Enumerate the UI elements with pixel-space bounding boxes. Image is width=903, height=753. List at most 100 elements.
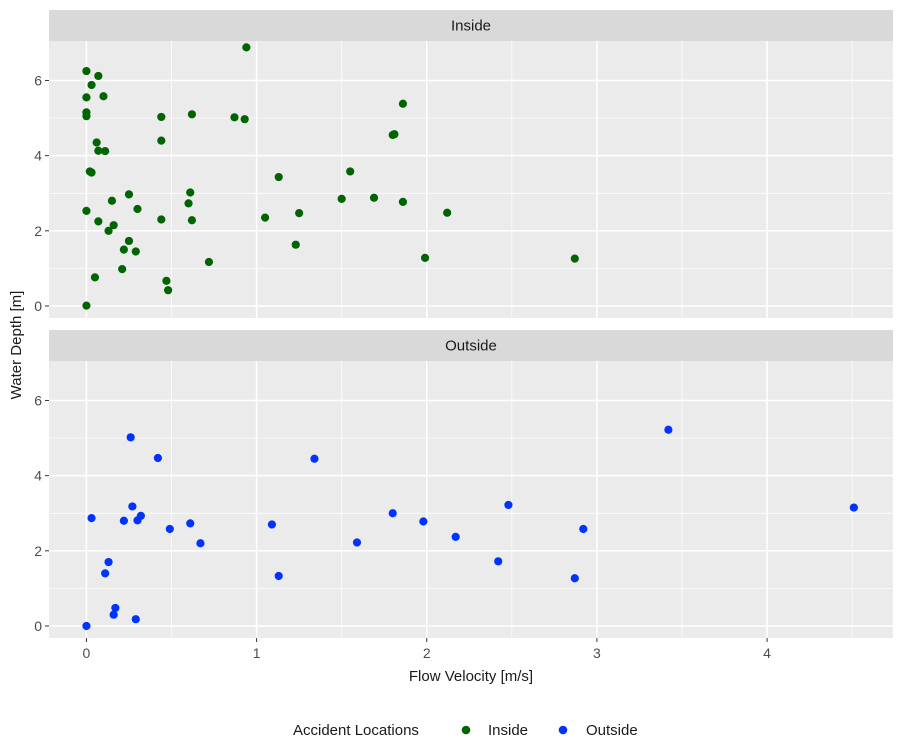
y-tick-label: 4 <box>34 468 42 484</box>
data-point-inside <box>94 146 103 155</box>
data-point-inside <box>87 80 96 90</box>
facet-strip <box>49 330 893 361</box>
data-point-inside <box>107 196 117 205</box>
x-tick-label: 3 <box>593 645 601 661</box>
facet-strip-label: Inside <box>451 18 491 35</box>
data-point-inside <box>82 206 91 215</box>
data-point-inside <box>82 66 91 76</box>
data-point-inside <box>187 110 197 119</box>
data-point-inside <box>82 301 91 310</box>
data-point-outside <box>849 503 858 512</box>
data-point-inside <box>570 254 579 263</box>
data-point-outside <box>196 539 205 548</box>
facet-strip <box>49 10 893 41</box>
data-point-inside <box>420 253 430 262</box>
data-point-inside <box>133 204 142 214</box>
data-point-inside <box>162 276 171 285</box>
y-tick-label: 6 <box>34 392 42 408</box>
data-point-inside <box>164 286 173 295</box>
data-point-inside <box>157 112 166 122</box>
data-point-inside <box>242 43 251 52</box>
y-tick-label: 0 <box>34 298 42 314</box>
data-point-outside <box>82 621 91 631</box>
data-point-outside <box>419 517 428 526</box>
legend-key-outside <box>558 725 568 735</box>
facet-panel-outside: Outside 0 2 4 6 0 1 2 3 4 <box>34 330 893 661</box>
data-point-inside <box>82 112 91 121</box>
data-point-outside <box>126 433 135 442</box>
y-tick-label: 4 <box>34 148 42 164</box>
data-point-inside <box>92 138 101 147</box>
data-point-inside <box>87 168 96 177</box>
data-point-outside <box>494 557 503 566</box>
y-tick-label: 6 <box>34 72 42 88</box>
legend-label-outside: Outside <box>586 722 638 739</box>
legend-label-inside: Inside <box>488 722 528 739</box>
data-point-inside <box>157 215 166 224</box>
data-point-outside <box>451 532 460 541</box>
data-point-inside <box>124 190 134 199</box>
data-point-outside <box>186 519 195 528</box>
data-point-inside <box>274 172 283 182</box>
data-point-inside <box>94 71 103 81</box>
data-point-outside <box>267 520 277 529</box>
data-point-outside <box>664 425 673 434</box>
legend-title: Accident Locations <box>293 722 419 739</box>
data-point-inside <box>184 199 193 208</box>
panel-background <box>49 361 893 638</box>
data-point-outside <box>87 514 96 523</box>
facet-strip-label: Outside <box>445 338 497 355</box>
data-point-inside <box>131 247 140 256</box>
panel-background <box>49 41 893 318</box>
data-point-inside <box>204 257 214 267</box>
x-tick-label: 4 <box>763 645 771 661</box>
data-point-inside <box>118 265 127 274</box>
data-point-inside <box>398 99 408 108</box>
data-point-outside <box>504 500 513 510</box>
data-point-inside <box>157 136 166 145</box>
facet-panel-inside: Inside 0 2 4 6 <box>34 10 893 318</box>
data-point-inside <box>337 194 346 203</box>
y-axis-title: Water Depth [m] <box>8 291 25 400</box>
data-point-outside <box>111 603 120 613</box>
data-point-inside <box>101 147 110 156</box>
facet-panels: Inside 0 2 4 6 Outside 0 2 4 6 0 1 2 3 4 <box>34 10 893 661</box>
data-point-outside <box>388 509 397 518</box>
y-tick-label: 2 <box>34 223 42 239</box>
data-point-outside <box>131 615 140 624</box>
data-point-inside <box>295 209 304 218</box>
data-point-outside <box>109 610 118 619</box>
x-tick-label: 1 <box>253 645 261 661</box>
data-point-inside <box>346 167 355 176</box>
data-point-inside <box>398 197 408 206</box>
data-point-outside <box>136 511 145 520</box>
x-axis-title: Flow Velocity [m/s] <box>409 668 533 685</box>
data-point-outside <box>104 557 113 567</box>
legend-key-inside <box>461 725 471 735</box>
data-point-inside <box>104 226 113 235</box>
data-point-outside <box>165 524 174 534</box>
data-point-inside <box>230 113 239 122</box>
data-point-outside <box>579 524 588 534</box>
data-point-inside <box>99 92 108 101</box>
data-point-inside <box>90 273 100 282</box>
data-point-outside <box>128 502 137 511</box>
data-point-inside <box>369 193 379 202</box>
data-point-outside <box>352 538 362 547</box>
data-point-inside <box>82 93 91 102</box>
data-point-outside <box>101 569 110 578</box>
data-point-inside <box>119 245 128 254</box>
data-point-outside <box>153 453 163 463</box>
x-tick-label: 2 <box>423 645 431 661</box>
data-point-inside <box>109 221 118 230</box>
y-tick-label: 0 <box>34 618 42 634</box>
data-point-inside <box>291 240 300 249</box>
data-point-outside <box>310 454 319 463</box>
data-point-inside <box>390 130 399 139</box>
x-tick-label: 0 <box>83 645 91 661</box>
data-point-inside <box>94 217 103 226</box>
data-point-inside <box>261 213 270 222</box>
data-point-inside <box>187 216 197 225</box>
data-point-inside <box>124 236 134 246</box>
data-point-inside <box>443 208 452 217</box>
